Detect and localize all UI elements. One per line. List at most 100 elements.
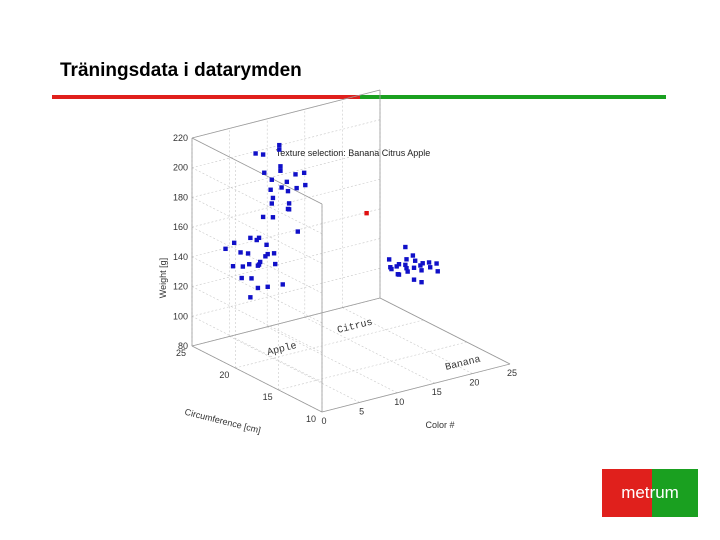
axis-line: [191, 137, 323, 205]
data-point-citrus: [270, 195, 276, 201]
data-point-citrus: [285, 188, 291, 194]
data-point-citrus: [293, 172, 298, 177]
data-point-banana: [403, 244, 408, 250]
data-point-banana: [411, 277, 417, 282]
data-point-citrus: [253, 151, 258, 156]
data-point-banana: [434, 261, 439, 266]
data-point-apple: [231, 240, 237, 246]
grid-line: [191, 208, 381, 258]
data-point-banana: [405, 269, 410, 274]
logo-green-block: [652, 469, 698, 517]
data-point-citrus: [270, 215, 276, 220]
grid-line: [191, 178, 381, 228]
title-rule-green: [360, 95, 666, 99]
grid-line: [191, 149, 381, 198]
data-point-apple: [248, 235, 253, 241]
data-point-citrus: [260, 214, 266, 220]
y-tick-label: 25: [176, 348, 186, 358]
x-tick-label: 0: [321, 416, 326, 426]
data-point-banana: [420, 261, 425, 266]
grid-line: [267, 326, 398, 394]
z-tick-label: 160: [173, 222, 188, 232]
data-point-apple: [239, 275, 244, 281]
data-point-apple: [264, 242, 269, 248]
data-point-apple: [255, 263, 261, 268]
data-point-banana: [419, 268, 424, 273]
data-point-citrus: [278, 168, 283, 173]
data-point-citrus: [295, 229, 300, 234]
x-tick-label: 20: [469, 378, 479, 388]
grid-line: [235, 319, 424, 369]
data-point-banana: [386, 257, 392, 262]
data-point-banana: [412, 258, 418, 263]
grid-line: [191, 238, 381, 287]
data-point-apple: [256, 235, 262, 241]
data-point-apple: [247, 262, 252, 267]
x-tick-label: 15: [432, 387, 442, 397]
cluster-label-banana: Banana: [444, 354, 482, 373]
data-point-citrus: [269, 201, 274, 206]
x-tick-label: 10: [394, 397, 404, 407]
data-point-apple: [223, 246, 228, 252]
data-point-citrus: [303, 182, 308, 188]
axis-line: [191, 345, 323, 413]
z-tick-label: 120: [173, 282, 188, 292]
data-point-banana: [403, 262, 408, 268]
axis-line: [379, 297, 511, 365]
data-point-apple: [238, 250, 243, 255]
z-tick-label: 220: [173, 133, 188, 143]
data-point-banana: [428, 265, 433, 270]
y-tick-label: 10: [306, 414, 316, 424]
grid-line: [191, 316, 323, 383]
data-point-citrus: [286, 207, 292, 212]
data-point-apple: [265, 284, 270, 289]
grid-line: [191, 286, 323, 353]
axis-line: [191, 89, 381, 139]
data-point-citrus: [277, 147, 282, 152]
data-point-apple: [265, 251, 270, 257]
data-point-outlier: [364, 210, 369, 216]
data-point-citrus: [277, 142, 282, 148]
data-point-apple: [248, 295, 253, 300]
data-point-citrus: [278, 164, 283, 169]
logo-text: metrum: [621, 483, 679, 502]
y-tick-label: 15: [263, 392, 273, 402]
data-point-banana: [411, 265, 417, 270]
slide-title: Träningsdata i datarymden: [60, 60, 302, 81]
data-point-apple: [257, 259, 263, 265]
grid-line: [191, 226, 323, 294]
x-tick-label: 5: [359, 406, 364, 416]
y-tick-label: 20: [219, 370, 229, 380]
z-axis-label: Weight [g]: [158, 258, 168, 298]
grid-line: [342, 307, 473, 374]
grid-line: [191, 267, 381, 317]
data-point-banana: [396, 272, 402, 277]
chart-title: Texture selection: Banana Citrus Apple: [276, 148, 431, 158]
z-tick-label: 180: [173, 192, 188, 202]
metrum-logo: metrum: [602, 469, 698, 517]
y-axis-label: Circumference [cm]: [184, 407, 262, 436]
logo-red-block: [602, 469, 652, 517]
data-point-apple: [230, 264, 236, 269]
z-tick-label: 100: [173, 311, 188, 321]
data-point-citrus: [286, 201, 292, 206]
data-point-citrus: [260, 152, 266, 157]
axis-line: [191, 297, 381, 347]
data-point-citrus: [284, 179, 290, 185]
data-point-apple: [249, 276, 254, 281]
data-point-citrus: [269, 177, 274, 182]
axis-line: [321, 363, 511, 413]
data-point-apple: [245, 251, 251, 256]
data-point-apple: [255, 285, 261, 291]
title-rule-red: [52, 95, 360, 99]
x-tick-label: 25: [507, 368, 517, 378]
grid-line: [278, 341, 467, 391]
data-point-banana: [410, 253, 416, 258]
data-point-banana: [389, 266, 394, 272]
x-axis-label: Color #: [425, 420, 454, 430]
data-point-apple: [280, 282, 285, 287]
data-point-citrus: [279, 185, 284, 190]
data-point-banana: [418, 263, 423, 268]
data-point-banana: [404, 257, 409, 262]
data-point-banana: [394, 264, 399, 269]
